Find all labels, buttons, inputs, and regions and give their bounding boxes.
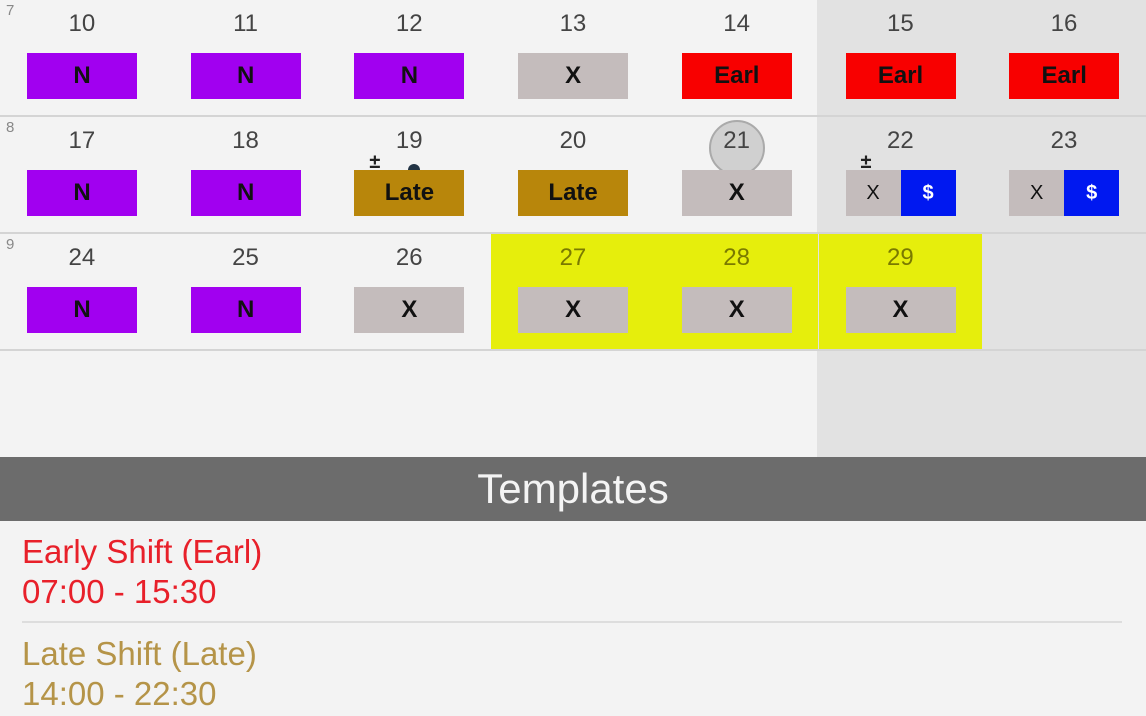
- day-cell[interactable]: 22 ± X $: [819, 117, 983, 232]
- day-number: 14: [723, 10, 750, 37]
- shift-chip[interactable]: X: [845, 287, 956, 333]
- plus-minus-icon: ±: [860, 151, 872, 173]
- day-number: 15: [886, 10, 914, 37]
- day-number: 22: [886, 127, 914, 154]
- day-number: 16: [1050, 10, 1078, 37]
- day-number: 11: [233, 10, 258, 37]
- day-number: 26: [395, 244, 423, 271]
- templates-header: Templates: [0, 457, 1146, 521]
- shift-chip[interactable]: X: [354, 287, 465, 333]
- day-cell[interactable]: 13 X: [491, 0, 655, 115]
- day-cell[interactable]: 16 Earl: [982, 0, 1146, 115]
- shift-chip[interactable]: X: [681, 170, 792, 216]
- extra-shift-label: $: [1064, 170, 1120, 216]
- day-number: 20: [559, 127, 587, 154]
- day-cell[interactable]: 19 ± Late: [327, 117, 491, 232]
- day-cell[interactable]: 23 X $: [982, 117, 1146, 232]
- shift-chip[interactable]: X: [518, 53, 629, 99]
- day-cell[interactable]: 18 N: [164, 117, 328, 232]
- day-number: 19: [395, 127, 423, 154]
- day-cell[interactable]: 14 Earl: [655, 0, 819, 115]
- day-number: 28: [723, 244, 750, 271]
- today-circle: [708, 120, 765, 176]
- shift-chip[interactable]: N: [27, 53, 137, 99]
- shift-chip[interactable]: N: [354, 53, 465, 99]
- day-cell[interactable]: 12 N: [327, 0, 491, 115]
- template-time: 07:00 - 15:30: [22, 573, 217, 610]
- template-name: Early Shift (Earl): [22, 533, 263, 570]
- day-number: 21: [723, 127, 750, 154]
- shift-chip[interactable]: Earl: [681, 53, 792, 99]
- shift-chip[interactable]: X: [681, 287, 792, 333]
- template-time: 14:00 - 22:30: [22, 675, 217, 712]
- day-number: 13: [559, 10, 587, 37]
- day-number: 23: [1050, 127, 1078, 154]
- day-cell[interactable]: 15 Earl: [819, 0, 983, 115]
- shift-chip[interactable]: N: [190, 287, 301, 333]
- day-number: 18: [232, 127, 259, 154]
- day-number: 12: [395, 10, 423, 37]
- day-number: 25: [232, 244, 259, 271]
- day-cell[interactable]: 29 X: [818, 234, 983, 349]
- week-number: 9: [6, 236, 15, 253]
- day-cell[interactable]: 21 X: [655, 117, 819, 232]
- week-row: 8 17 N 18 N 19 ± Late 20 Late 21 X 22 ± X $23 X $: [0, 117, 1146, 234]
- day-number: 24: [68, 244, 96, 271]
- week-row: 9 24 N 25 N 26 X 27 X 28 X 29 X: [0, 234, 1146, 351]
- shift-chip[interactable]: N: [27, 170, 137, 216]
- day-number: 27: [559, 244, 587, 271]
- extra-shift-label: $: [900, 170, 956, 216]
- shift-chip[interactable]: Earl: [845, 53, 956, 99]
- shift-chip[interactable]: Earl: [1009, 53, 1120, 99]
- day-cell[interactable]: 20 Late: [491, 117, 655, 232]
- week-number: 8: [6, 119, 15, 136]
- shift-chip[interactable]: X: [518, 287, 629, 333]
- shift-chip[interactable]: Late: [354, 170, 465, 216]
- day-cell[interactable]: 27 X: [491, 234, 655, 349]
- day-number: 29: [886, 244, 914, 271]
- day-cell[interactable]: 11 N: [164, 0, 328, 115]
- template-name: Late Shift (Late): [22, 635, 257, 672]
- shift-chip[interactable]: X $: [845, 170, 956, 216]
- shift-label: X: [1009, 170, 1065, 216]
- week-number: 7: [6, 2, 15, 19]
- shift-chip[interactable]: Late: [518, 170, 629, 216]
- day-cell[interactable]: 26 X: [327, 234, 491, 349]
- day-cell[interactable]: 24 N: [0, 234, 164, 349]
- template-early[interactable]: Early Shift (Earl) 07:00 - 15:30: [22, 532, 262, 612]
- day-number: 10: [68, 10, 96, 37]
- shift-chip[interactable]: N: [190, 170, 301, 216]
- plus-minus-icon: ±: [369, 151, 381, 173]
- shift-chip[interactable]: N: [190, 53, 301, 99]
- shift-chip[interactable]: N: [27, 287, 137, 333]
- day-cell[interactable]: 17 N: [0, 117, 164, 232]
- day-cell[interactable]: 28 X: [654, 234, 819, 349]
- shift-label: X: [845, 170, 901, 216]
- shift-chip[interactable]: X $: [1009, 170, 1120, 216]
- divider: [22, 621, 1122, 623]
- day-cell[interactable]: 10 N: [0, 0, 164, 115]
- day-number: 17: [68, 127, 96, 154]
- week-row: 7 10 N 11 N 12 N 13 X 14 Earl 15 Earl 16 Earl: [0, 0, 1146, 117]
- day-cell[interactable]: 25 N: [164, 234, 328, 349]
- template-late[interactable]: Late Shift (Late) 14:00 - 22:30: [22, 634, 257, 714]
